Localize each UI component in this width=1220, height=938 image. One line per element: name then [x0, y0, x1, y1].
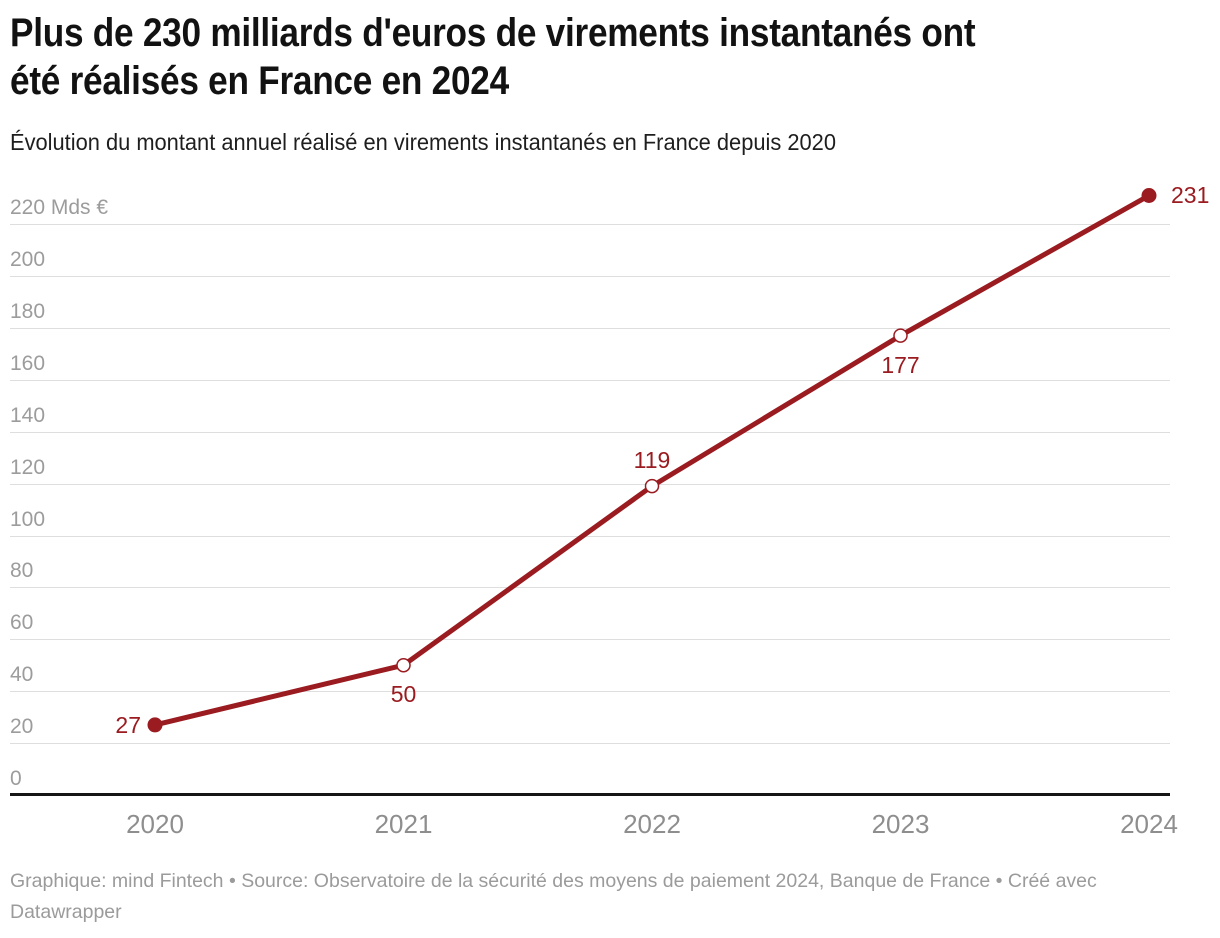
y-tick-label-140: 140 — [10, 403, 46, 427]
y-tick-label-0: 0 — [10, 767, 22, 790]
y-tick-label-20: 20 — [10, 715, 34, 739]
y-tick-label-100: 100 — [10, 507, 46, 531]
data-point-label-2020: 27 — [115, 711, 141, 738]
source-attribution: Graphique: mind Fintech • Source: Observ… — [10, 866, 1215, 928]
y-tick-label-220: 220 Mds € — [10, 196, 109, 219]
y-tick-label-180: 180 — [10, 299, 46, 323]
gridline-y-160 — [10, 379, 1170, 381]
y-tick-label-200: 200 — [10, 247, 46, 271]
x-tick-label-2022: 2022 — [623, 809, 681, 839]
chart-title-line-2: été réalisés en France en 2024 — [10, 59, 509, 103]
gridline-y-60 — [10, 639, 1170, 641]
gridline-y-40 — [10, 691, 1170, 693]
y-tick-label-160: 160 — [10, 351, 46, 375]
data-point-label-2023: 177 — [881, 351, 920, 378]
data-point-2024[interactable] — [1141, 188, 1157, 203]
data-point-2023[interactable] — [893, 328, 908, 343]
chart-title-line-1: Plus de 230 milliards d'euros de viremen… — [10, 11, 976, 55]
gridline-y-180 — [10, 327, 1170, 329]
chart-title: Plus de 230 milliards d'euros de viremen… — [10, 9, 1107, 105]
data-point-label-2021: 50 — [390, 681, 417, 708]
data-point-2022[interactable] — [644, 478, 660, 494]
y-tick-label-120: 120 — [10, 455, 46, 479]
x-tick-label-2020: 2020 — [126, 809, 184, 839]
gridline-y-120 — [10, 483, 1170, 485]
x-axis-line — [10, 793, 1170, 796]
attribution-line-2: Datawrapper — [10, 901, 122, 923]
gridline-y-220 — [10, 224, 1170, 225]
x-tick-label-2021: 2021 — [374, 809, 433, 839]
y-tick-label-60: 60 — [10, 611, 34, 635]
data-point-2020[interactable] — [147, 717, 163, 733]
gridline-y-200 — [10, 275, 1170, 277]
attribution-line-1: Graphique: mind Fintech • Source: Observ… — [10, 870, 1097, 892]
gridline-y-100 — [10, 535, 1170, 537]
data-point-2021[interactable] — [396, 657, 411, 673]
chart-subtitle: Évolution du montant annuel réalisé en v… — [10, 129, 836, 155]
gridline-y-140 — [10, 431, 1170, 433]
y-tick-label-80: 80 — [10, 559, 34, 583]
x-tick-label-2024: 2024 — [1120, 809, 1178, 839]
data-point-label-2024: 231 — [1171, 182, 1210, 209]
y-tick-label-40: 40 — [10, 663, 34, 687]
gridline-y-80 — [10, 587, 1170, 589]
x-tick-label-2023: 2023 — [871, 809, 930, 839]
gridline-y-20 — [10, 743, 1170, 745]
data-point-label-2022: 119 — [633, 447, 671, 474]
